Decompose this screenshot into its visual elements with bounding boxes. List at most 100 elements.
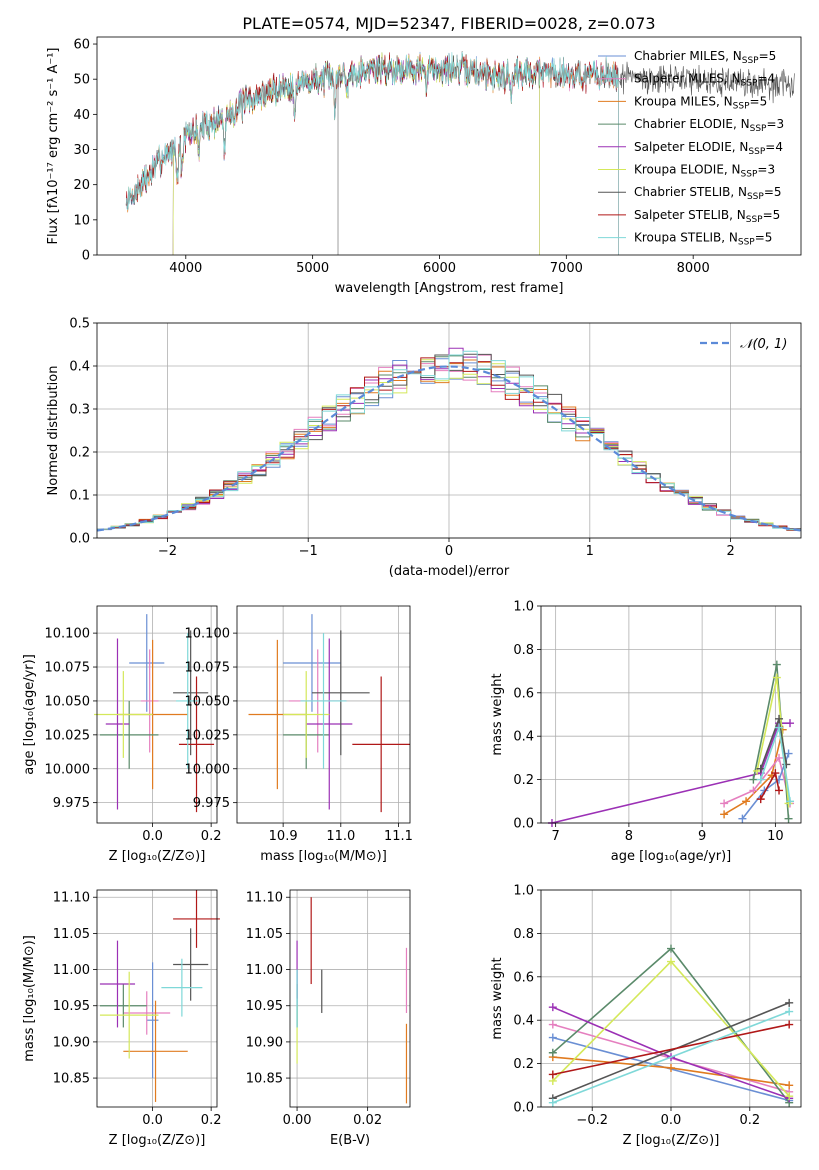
weight-series-line xyxy=(552,1010,790,1104)
weight_vs_age-y-label: mass weight xyxy=(490,673,505,755)
weight-marker xyxy=(749,775,758,784)
errorbar-point xyxy=(161,958,203,1017)
x-tick-label: 0.2 xyxy=(739,1113,760,1128)
spectrum-y-label: Flux [fλ10⁻¹⁷ erg cm⁻² s⁻¹ A⁻¹] xyxy=(46,48,61,245)
mass_vs_Z-y-label: mass [log₁₀(M/M⊙)] xyxy=(22,935,37,1062)
weight-marker xyxy=(548,1098,557,1107)
mass_vs_EBV-frame xyxy=(289,889,411,1108)
x-tick-label: −2 xyxy=(158,544,177,559)
errorbar-point xyxy=(123,991,171,1035)
y-tick-label: 11.05 xyxy=(53,927,90,942)
y-tick-label: 0.0 xyxy=(513,817,534,832)
y-tick-label: 0.8 xyxy=(513,643,534,658)
y-tick-label: 10.95 xyxy=(246,999,283,1014)
residuals-plot-area xyxy=(96,347,802,532)
errorbar-point xyxy=(94,671,153,758)
weight-series xyxy=(756,714,791,773)
y-tick-label: 10.100 xyxy=(185,627,231,642)
weight-series-line xyxy=(551,722,790,824)
y-tick-label: 10.000 xyxy=(185,762,231,777)
mass_vs_EBV-grid xyxy=(290,890,410,1107)
spectrum-panel: 4000 5000 6000 7000 8000 0 10 20 30 40 50 60 wavelen… xyxy=(46,36,802,296)
residuals-legend: 𝒩(0, 1) xyxy=(700,337,787,352)
weight_vs_age-x-label: age [log₁₀(age/yr)] xyxy=(611,849,732,864)
y-tick-label: 0.0 xyxy=(69,532,90,547)
age_vs_mass-panel: 10.9 11.0 11.1 9.975 10.000 10.025 10.050 10.07… xyxy=(185,605,413,864)
weight-marker xyxy=(738,814,747,823)
errorbar-point xyxy=(352,676,410,813)
weight_vs_age-frame xyxy=(540,605,802,824)
errorbar-point xyxy=(306,638,353,810)
legend-entry: Kroupa STELIB, NSSP=5 xyxy=(634,231,772,248)
age_vs_mass-plot-area xyxy=(248,614,410,813)
y-tick-label: 10.000 xyxy=(45,762,91,777)
x-tick-label: 7 xyxy=(552,829,560,844)
x-tick-label: 0.00 xyxy=(283,1113,312,1128)
x-tick-label: 0.0 xyxy=(142,1113,163,1128)
y-tick-label: 0.3 xyxy=(69,403,90,418)
y-tick-label: 0.1 xyxy=(69,489,90,504)
weight-series xyxy=(548,957,794,1101)
y-tick-label: 0 xyxy=(82,249,90,264)
x-tick-label: 9 xyxy=(698,829,706,844)
weight-marker xyxy=(548,1070,557,1079)
residuals-y-label: Normed distribution xyxy=(46,366,61,496)
weight-marker xyxy=(782,760,791,769)
y-tick-label: 20 xyxy=(73,178,90,193)
spectrum-plot-area xyxy=(125,51,795,255)
x-tick-label: 2 xyxy=(726,544,734,559)
weight-marker xyxy=(720,810,729,819)
errorbar-point xyxy=(146,962,159,1079)
x-tick-label: −0.2 xyxy=(576,1113,608,1128)
weight_vs_Z-panel: −0.2 0.0 0.2 0.0 0.2 0.4 0.6 0.8 1.0 Z [log₁₀(Z/Z… xyxy=(490,884,802,1148)
x-tick-label: 7000 xyxy=(550,261,583,276)
legend-entry: Kroupa ELODIE, NSSP=3 xyxy=(634,163,775,180)
y-tick-label: 10.075 xyxy=(45,661,91,676)
weight-series xyxy=(756,769,784,804)
y-tick-label: 0.2 xyxy=(513,773,534,788)
mass_vs_EBV-panel: 0.00 0.02 10.85 10.90 10.95 11.00 11.05 11.10 E(… xyxy=(246,889,411,1148)
errorbar-point xyxy=(129,614,165,712)
y-tick-label: 10.050 xyxy=(185,694,231,709)
y-tick-label: 10.85 xyxy=(53,1072,90,1087)
y-tick-label: 10.100 xyxy=(45,627,91,642)
y-tick-label: 1.0 xyxy=(513,884,534,899)
weight-marker xyxy=(667,957,675,966)
age_vs_Z-x-label: Z [log₁₀(Z/Z⊙)] xyxy=(109,849,206,864)
y-tick-label: 10.025 xyxy=(45,728,91,743)
x-tick-label: 8 xyxy=(625,829,633,844)
age_vs_Z-panel: 0.0 0.2 9.975 10.000 10.025 10.050 10.075 10.10… xyxy=(22,605,221,864)
y-tick-label: 10.90 xyxy=(246,1035,283,1050)
spectrum-frame xyxy=(96,36,802,256)
weight-marker xyxy=(785,1020,794,1029)
y-tick-label: 10.075 xyxy=(185,661,231,676)
y-tick-label: 11.05 xyxy=(246,927,283,942)
weight-marker xyxy=(756,764,765,773)
x-tick-label: 11.0 xyxy=(326,829,355,844)
y-tick-label: 0.2 xyxy=(69,446,90,461)
age_vs_Z-frame xyxy=(96,605,218,824)
spectrum-axes: 4000 5000 6000 7000 8000 0 10 20 30 40 50 60 wavelen… xyxy=(46,36,802,296)
y-tick-label: 10.050 xyxy=(45,694,91,709)
errorbar-point xyxy=(99,700,159,769)
weight_vs_age-panel: 7 8 9 10 0.0 0.2 0.4 0.6 0.8 1.0 age [log₁₀(age/yr… xyxy=(490,600,802,864)
weight-marker xyxy=(742,797,751,806)
y-tick-label: 11.10 xyxy=(53,891,90,906)
errorbar-point xyxy=(300,633,347,769)
mass_vs_EBV-x-label: E(B-V) xyxy=(330,1133,370,1148)
errorbar-point xyxy=(99,984,147,1028)
errorbar-point xyxy=(99,971,159,1059)
weight_vs_Z-y-label: mass weight xyxy=(490,957,505,1039)
x-tick-label: 0.0 xyxy=(142,829,163,844)
y-tick-label: 0.0 xyxy=(513,1101,534,1116)
y-tick-label: 0.5 xyxy=(69,317,90,332)
weight-marker xyxy=(772,660,781,669)
y-tick-label: 10.025 xyxy=(185,728,231,743)
age_vs_Z-axes: 0.0 0.2 9.975 10.000 10.025 10.050 10.075 10.10… xyxy=(22,605,221,864)
weight-marker xyxy=(548,1003,557,1012)
spectrum-series-line xyxy=(125,54,619,255)
x-tick-label: 0 xyxy=(445,544,453,559)
y-tick-label: 9.975 xyxy=(53,796,90,811)
errorbar-point xyxy=(140,649,159,753)
weight-series xyxy=(548,1053,794,1090)
